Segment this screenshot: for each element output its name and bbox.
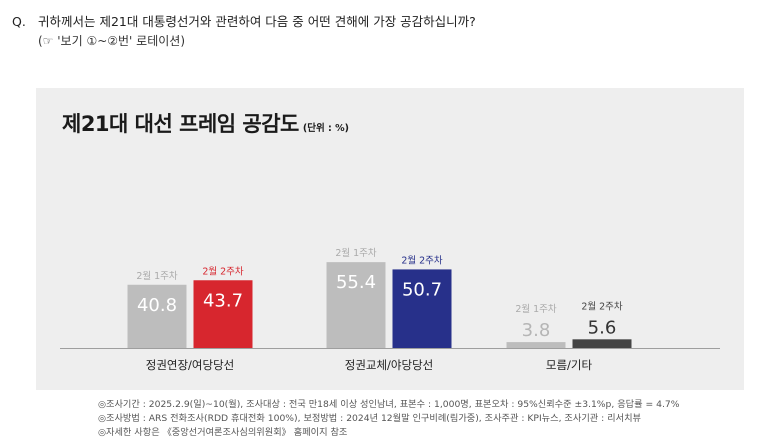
chart-panel: 제21대 대선 프레임 공감도 (단위 : %) 40.8 2월 1주차 43.7 2월… (36, 88, 744, 390)
question-line: Q. 귀하께서는 제21대 대통령선거와 관련하여 다음 중 어떤 견해에 가장 … (12, 11, 476, 30)
bar-3-series-1 (506, 342, 566, 348)
series-label: 2월 1주차 (136, 270, 178, 282)
note-line-1: ◎조사기간 : 2025.2.9(일)~10(월), 조사대상 : 전국 만18… (98, 399, 680, 410)
bar-2-series-2 (392, 269, 452, 348)
series-label: 2월 1주차 (335, 247, 377, 259)
series-label: 2월 2주차 (401, 254, 443, 266)
survey-notes: ◎조사기간 : 2025.2.9(일)~10(월), 조사대상 : 전국 만18… (98, 398, 679, 440)
chart-title-text: 제21대 대선 프레임 공감도 (62, 112, 299, 136)
question-marker: Q. (12, 14, 26, 29)
bar-value-label: 40.8 (137, 295, 177, 316)
category-label: 정권연장/여당당선 (146, 358, 235, 372)
bar-1-series-1 (127, 284, 187, 348)
bar-value-label: 50.7 (402, 279, 442, 300)
bar-2-series-1 (326, 262, 386, 348)
bar-1-series-2 (193, 280, 253, 348)
bar-value-label: 3.8 (522, 320, 551, 341)
bar-3-series-2 (572, 339, 632, 348)
series-label: 2월 2주차 (581, 300, 623, 312)
chart-unit: (단위 : %) (302, 123, 349, 134)
question-text: 귀하께서는 제21대 대통령선거와 관련하여 다음 중 어떤 견해에 가장 공감… (38, 14, 476, 29)
question-subtext: (☞ '보기 ①~②번' 로테이션) (38, 34, 186, 48)
chart-title: 제21대 대선 프레임 공감도 (단위 : %) (62, 108, 349, 138)
note-line-3: ◎자세한 사항은 《중앙선거여론조사심의위원회》 홈페이지 참조 (98, 427, 348, 438)
category-label: 정권교체/야당당선 (345, 358, 434, 372)
bar-value-label: 5.6 (588, 317, 617, 338)
bar-value-label: 55.4 (336, 272, 376, 293)
series-label: 2월 2주차 (202, 265, 244, 277)
note-line-2: ◎조사방법 : ARS 전화조사(RDD 휴대전화 100%), 보정방법 : … (98, 413, 641, 424)
series-label: 2월 1주차 (515, 303, 557, 315)
category-label: 모름/기타 (546, 358, 593, 372)
bar-value-label: 43.7 (203, 290, 243, 311)
